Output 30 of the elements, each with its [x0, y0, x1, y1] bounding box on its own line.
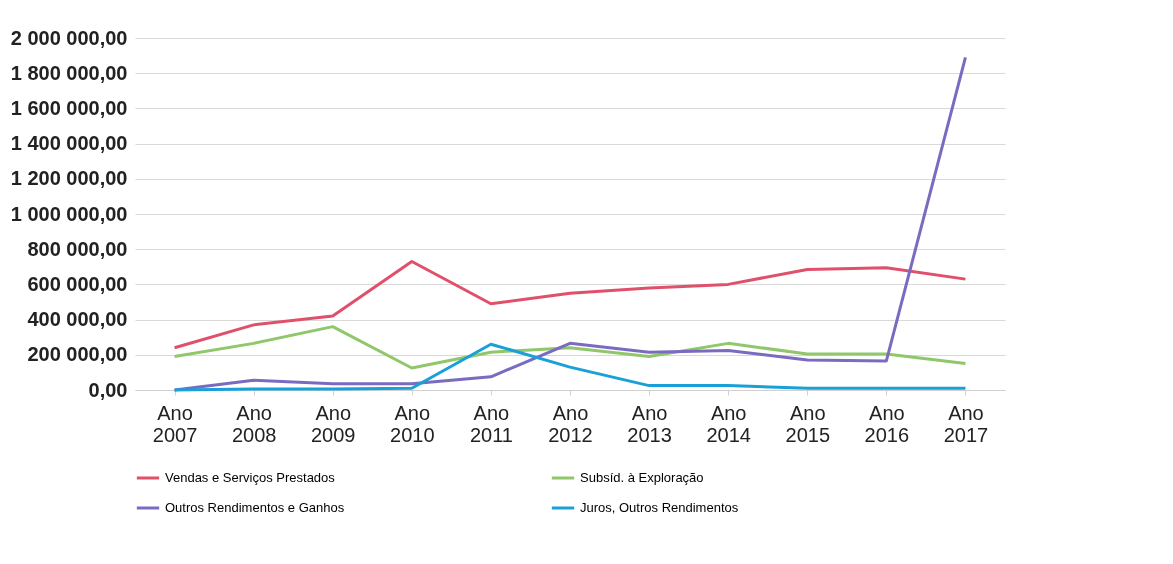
- x-tick-label: Ano 2016: [864, 401, 910, 446]
- y-tick-label: 200 000,00: [27, 343, 128, 366]
- x-tick-label: Ano 2010: [390, 401, 435, 446]
- x-tick-label: Ano 2009: [310, 401, 356, 446]
- x-tick-label: Ano 2011: [469, 401, 513, 446]
- y-tick-label: 1 800 000,00: [10, 61, 128, 84]
- legend-label: Juros, Outros Rendimentos: [580, 500, 739, 515]
- y-tick-label: 2 000 000,00: [10, 26, 128, 49]
- line-series: [173, 55, 967, 392]
- legend-label: Vendas e Serviços Prestados: [165, 470, 336, 485]
- y-tick-label: 1 400 000,00: [10, 132, 128, 155]
- y-tick-label: 1 000 000,00: [10, 202, 128, 225]
- x-tick-label: Ano 2012: [548, 401, 593, 446]
- y-tick-label: 800 000,00: [27, 237, 128, 260]
- x-tick-label: Ano 2015: [785, 401, 831, 446]
- line-series: [173, 325, 967, 370]
- y-tick-label: 1 200 000,00: [10, 167, 128, 190]
- y-tick-label: 400 000,00: [27, 308, 128, 331]
- legend-label: Subsíd. à Exploração: [580, 470, 704, 485]
- line-series: [173, 260, 967, 350]
- x-tick-label: Ano 2007: [152, 401, 198, 446]
- y-tick-label: 1 600 000,00: [10, 96, 128, 119]
- legend-label: Outros Rendimentos e Ganhos: [165, 500, 345, 515]
- x-tick-label: Ano 2008: [231, 401, 277, 446]
- y-tick-label: 600 000,00: [27, 272, 128, 295]
- x-tick-label: Ano 2017: [943, 401, 989, 446]
- x-tick-label: Ano 2014: [706, 401, 751, 446]
- y-tick-label: 0,00: [88, 378, 128, 401]
- line-series: [173, 342, 967, 392]
- x-tick-label: Ano 2013: [627, 401, 672, 446]
